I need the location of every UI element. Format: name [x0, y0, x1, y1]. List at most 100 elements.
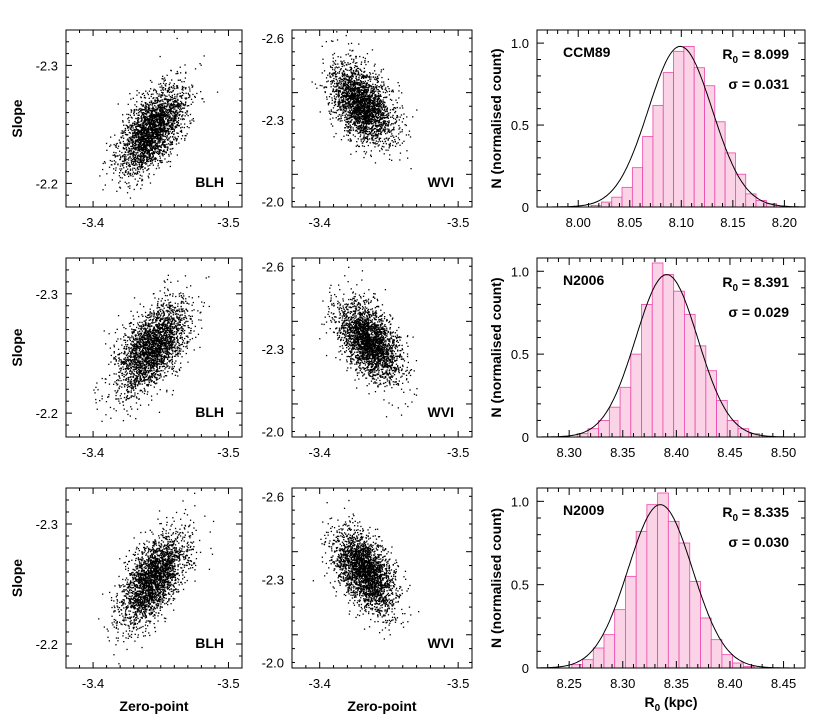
scatter-point	[125, 147, 127, 149]
scatter-point	[335, 89, 337, 91]
scatter-point	[148, 156, 150, 158]
scatter-point	[167, 88, 170, 90]
scatter-point	[344, 114, 346, 117]
scatter-point	[330, 83, 332, 85]
scatter-point	[155, 132, 157, 134]
scatter-point	[135, 155, 137, 157]
scatter-point	[162, 114, 164, 116]
scatter-point	[149, 125, 151, 127]
scatter-point	[349, 132, 351, 134]
scatter-point	[127, 144, 129, 146]
scatter-point	[147, 140, 149, 142]
scatter-point	[343, 112, 345, 114]
scatter-point	[99, 175, 101, 177]
scatter-point	[134, 142, 136, 145]
scatter-point	[151, 152, 153, 154]
scatter-point	[374, 96, 376, 98]
scatter-point	[156, 152, 158, 154]
scatter-point	[136, 109, 138, 111]
scatter-point	[335, 70, 337, 73]
scatter-point	[146, 129, 148, 131]
scatter-point	[187, 92, 189, 95]
scatter-point	[155, 128, 158, 130]
scatter-point	[340, 101, 342, 104]
scatter-point	[350, 106, 352, 108]
scatter-point	[401, 121, 403, 123]
x-tick-label: -3.5	[217, 215, 239, 230]
scatter-point	[166, 129, 168, 132]
scatter-point	[147, 106, 149, 109]
scatter-point	[372, 134, 374, 136]
scatter-point	[370, 154, 372, 156]
scatter-point	[138, 129, 140, 131]
scatter-point	[161, 137, 163, 139]
scatter-point	[366, 126, 368, 128]
scatter-point	[134, 146, 136, 148]
scatter-point	[149, 79, 152, 82]
scatter-point	[144, 150, 146, 152]
scatter-point	[344, 79, 346, 81]
scatter-point	[156, 138, 158, 140]
scatter-point	[199, 63, 201, 65]
scatter-point	[343, 100, 345, 103]
scatter-point	[143, 160, 145, 162]
scatter-point	[135, 140, 137, 142]
scatter-point	[149, 116, 151, 118]
scatter-point	[356, 130, 358, 132]
scatter-point	[354, 119, 357, 121]
scatter-point	[135, 126, 137, 128]
scatter-point	[147, 109, 149, 111]
scatter-point	[157, 104, 160, 106]
scatter-point	[135, 157, 138, 159]
scatter-point	[149, 118, 151, 120]
scatter-point	[154, 89, 157, 91]
scatter-point	[355, 150, 357, 153]
scatter-point	[163, 126, 165, 128]
scatter-point	[127, 126, 129, 128]
scatter-point	[381, 76, 383, 79]
scatter-point	[182, 87, 184, 89]
scatter-point	[375, 133, 377, 135]
scatter-point	[143, 133, 145, 135]
scatter-point	[349, 75, 351, 77]
scatter-point	[350, 79, 352, 81]
scatter-point	[148, 97, 150, 99]
scatter-point	[378, 86, 381, 88]
scatter-point	[130, 153, 132, 155]
scatter-point	[335, 78, 337, 80]
scatter-point	[174, 113, 176, 115]
scatter-point	[352, 89, 355, 91]
scatter-point	[356, 125, 358, 127]
scatter-point	[355, 70, 357, 72]
scatter-point	[167, 131, 170, 133]
scatter-point	[153, 138, 155, 140]
scatter-point	[332, 68, 334, 71]
scatter-point	[360, 127, 363, 129]
scatter-point	[394, 140, 396, 143]
scatter-point	[359, 100, 361, 102]
scatter-point	[369, 94, 371, 96]
scatter-point	[153, 119, 155, 122]
scatter-point	[373, 139, 375, 141]
scatter-point	[349, 101, 351, 103]
scatter-point	[357, 79, 360, 81]
scatter-point	[171, 107, 174, 109]
scatter-point	[385, 133, 387, 135]
scatter-point	[160, 96, 162, 98]
scatter-point	[169, 99, 171, 102]
scatter-point	[360, 80, 362, 83]
scatter-point	[359, 115, 361, 118]
scatter-point	[353, 98, 355, 100]
scatter-point	[359, 80, 362, 82]
scatter-point	[337, 103, 340, 105]
scatter-point	[138, 92, 140, 94]
scatter-point	[350, 129, 352, 132]
scatter-point	[368, 117, 370, 119]
scatter-point	[142, 133, 144, 135]
scatter-point	[358, 125, 360, 127]
scatter-point	[161, 86, 163, 89]
scatter-point	[173, 86, 175, 88]
scatter-point	[366, 53, 369, 55]
scatter-point	[181, 131, 183, 133]
scatter-point	[368, 133, 370, 135]
